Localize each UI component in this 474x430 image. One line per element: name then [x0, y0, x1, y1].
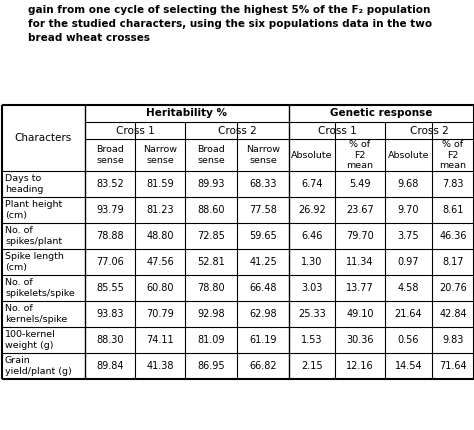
Text: Genetic response: Genetic response — [330, 108, 433, 119]
Text: 74.11: 74.11 — [146, 335, 174, 345]
Text: gain from one cycle of selecting the highest 5% of the F₂ population: gain from one cycle of selecting the hig… — [28, 5, 430, 15]
Text: No. of
kernels/spike: No. of kernels/spike — [5, 304, 67, 324]
Text: 0.97: 0.97 — [398, 257, 419, 267]
Text: 100-kernel
weight (g): 100-kernel weight (g) — [5, 330, 56, 350]
Text: 2.15: 2.15 — [301, 361, 323, 371]
Text: 59.65: 59.65 — [249, 231, 277, 241]
Text: Broad
sense: Broad sense — [96, 145, 124, 165]
Text: Absolute: Absolute — [291, 150, 333, 160]
Text: 1.53: 1.53 — [301, 335, 323, 345]
Text: 6.46: 6.46 — [301, 231, 323, 241]
Text: for the studied characters, using the six populations data in the two: for the studied characters, using the si… — [28, 19, 432, 29]
Text: % of
F2
mean: % of F2 mean — [439, 140, 466, 170]
Text: 78.88: 78.88 — [96, 231, 124, 241]
Text: 70.79: 70.79 — [146, 309, 174, 319]
Text: 14.54: 14.54 — [395, 361, 422, 371]
Text: 60.80: 60.80 — [146, 283, 174, 293]
Text: 52.81: 52.81 — [197, 257, 225, 267]
Text: Days to
heading: Days to heading — [5, 174, 44, 194]
Text: Absolute: Absolute — [388, 150, 429, 160]
Text: 93.83: 93.83 — [96, 309, 124, 319]
Text: 86.95: 86.95 — [197, 361, 225, 371]
Text: No. of
spikes/plant: No. of spikes/plant — [5, 226, 62, 246]
Text: Grain
yield/plant (g): Grain yield/plant (g) — [5, 356, 72, 376]
Text: 66.82: 66.82 — [249, 361, 277, 371]
Text: 21.64: 21.64 — [395, 309, 422, 319]
Text: 46.36: 46.36 — [439, 231, 467, 241]
Text: 1.30: 1.30 — [301, 257, 323, 267]
Text: 3.75: 3.75 — [398, 231, 419, 241]
Text: 81.23: 81.23 — [146, 205, 174, 215]
Text: 13.77: 13.77 — [346, 283, 374, 293]
Text: 61.19: 61.19 — [249, 335, 277, 345]
Text: Cross 2: Cross 2 — [218, 126, 256, 135]
Text: Narrow
sense: Narrow sense — [246, 145, 280, 165]
Text: Characters: Characters — [15, 133, 72, 143]
Text: 89.84: 89.84 — [96, 361, 124, 371]
Text: 8.61: 8.61 — [442, 205, 464, 215]
Text: 6.74: 6.74 — [301, 179, 323, 189]
Text: bread wheat crosses: bread wheat crosses — [28, 33, 150, 43]
Text: 77.06: 77.06 — [96, 257, 124, 267]
Text: 5.49: 5.49 — [349, 179, 371, 189]
Text: 78.80: 78.80 — [197, 283, 225, 293]
Text: 68.33: 68.33 — [249, 179, 277, 189]
Text: 62.98: 62.98 — [249, 309, 277, 319]
Text: Cross 2: Cross 2 — [410, 126, 449, 135]
Text: 42.84: 42.84 — [439, 309, 467, 319]
Text: 81.09: 81.09 — [197, 335, 225, 345]
Text: 77.58: 77.58 — [249, 205, 277, 215]
Text: 4.58: 4.58 — [398, 283, 419, 293]
Text: 71.64: 71.64 — [439, 361, 467, 371]
Text: 66.48: 66.48 — [249, 283, 277, 293]
Text: 88.30: 88.30 — [96, 335, 124, 345]
Text: 41.38: 41.38 — [146, 361, 174, 371]
Text: 9.68: 9.68 — [398, 179, 419, 189]
Text: 20.76: 20.76 — [439, 283, 467, 293]
Text: 83.52: 83.52 — [96, 179, 124, 189]
Text: Narrow
sense: Narrow sense — [143, 145, 177, 165]
Text: 48.80: 48.80 — [146, 231, 174, 241]
Text: 47.56: 47.56 — [146, 257, 174, 267]
Text: 30.36: 30.36 — [346, 335, 374, 345]
Text: % of
F2
mean: % of F2 mean — [346, 140, 374, 170]
Text: 9.83: 9.83 — [442, 335, 464, 345]
Text: 85.55: 85.55 — [96, 283, 124, 293]
Text: 8.17: 8.17 — [442, 257, 464, 267]
Text: 11.34: 11.34 — [346, 257, 374, 267]
Text: 23.67: 23.67 — [346, 205, 374, 215]
Text: Cross 1: Cross 1 — [116, 126, 155, 135]
Text: 89.93: 89.93 — [197, 179, 225, 189]
Text: 41.25: 41.25 — [249, 257, 277, 267]
Text: 81.59: 81.59 — [146, 179, 174, 189]
Text: 3.03: 3.03 — [301, 283, 323, 293]
Text: 12.16: 12.16 — [346, 361, 374, 371]
Text: 26.92: 26.92 — [298, 205, 326, 215]
Text: Spike length
(cm): Spike length (cm) — [5, 252, 64, 272]
Text: 9.70: 9.70 — [398, 205, 419, 215]
Text: Heritability %: Heritability % — [146, 108, 228, 119]
Text: 93.79: 93.79 — [96, 205, 124, 215]
Text: No. of
spikelets/spike: No. of spikelets/spike — [5, 278, 75, 298]
Text: 72.85: 72.85 — [197, 231, 225, 241]
Text: 49.10: 49.10 — [346, 309, 374, 319]
Text: 79.70: 79.70 — [346, 231, 374, 241]
Text: 25.33: 25.33 — [298, 309, 326, 319]
Text: 88.60: 88.60 — [197, 205, 225, 215]
Text: Broad
sense: Broad sense — [197, 145, 225, 165]
Text: 92.98: 92.98 — [197, 309, 225, 319]
Text: 0.56: 0.56 — [398, 335, 419, 345]
Text: Plant height
(cm): Plant height (cm) — [5, 200, 62, 220]
Text: Cross 1: Cross 1 — [318, 126, 356, 135]
Text: 7.83: 7.83 — [442, 179, 464, 189]
